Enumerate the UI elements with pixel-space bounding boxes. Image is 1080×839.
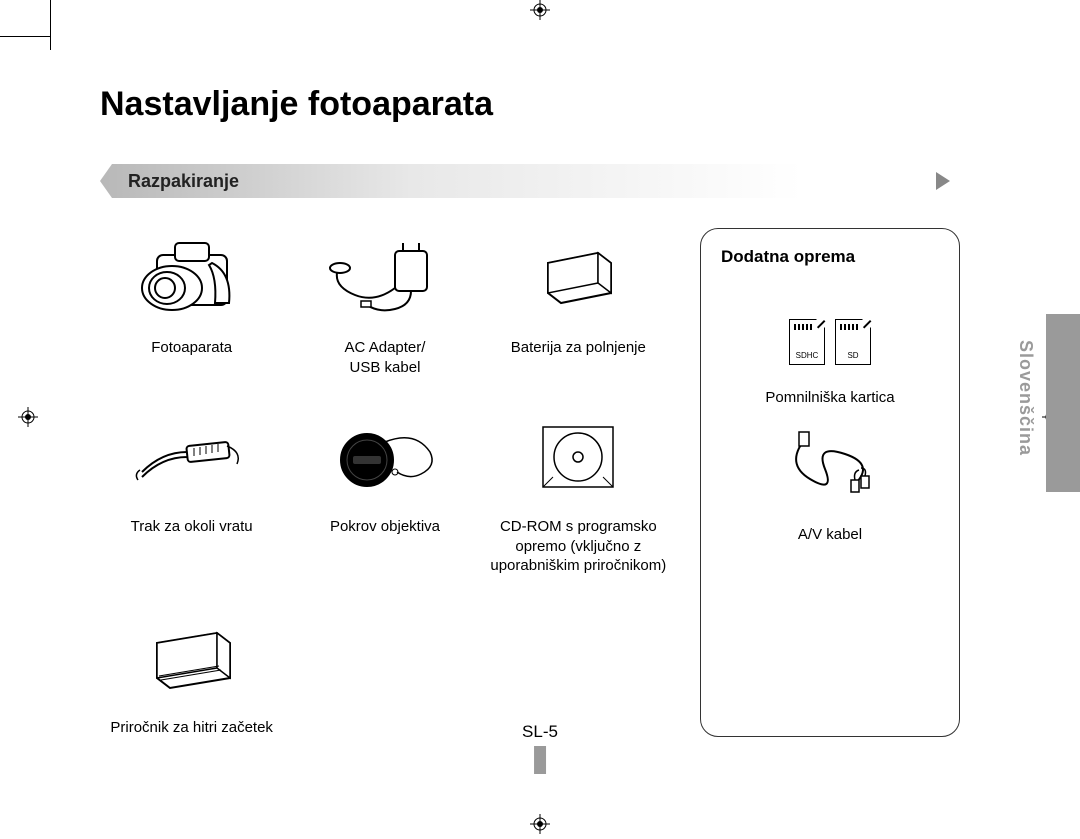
page-number: SL-5: [522, 722, 558, 774]
item-label: CD-ROM s programsko opremo (vključno z u…: [487, 517, 670, 576]
booklet-icon: [132, 608, 252, 708]
registration-mark-icon: [18, 407, 38, 427]
item-battery: Baterija za polnjenje: [487, 228, 670, 377]
sd-card-label: SDHC: [796, 351, 819, 360]
registration-mark-icon: [530, 814, 550, 834]
item-lenscap: Pokrov objektiva: [293, 401, 476, 576]
av-cable-icon: [775, 424, 885, 514]
optional-accessories-box: Dodatna oprema SDHC SD Pomnilniška karti…: [700, 228, 960, 737]
page-number-bar: [534, 746, 546, 774]
item-label: Pokrov objektiva: [330, 517, 440, 537]
page-number-text: SL-5: [522, 722, 558, 741]
sd-cards-icon: SDHC SD: [789, 307, 871, 377]
strap-icon: [132, 407, 252, 507]
sdhc-card-icon: SDHC: [789, 319, 825, 365]
cdrom-icon: [518, 407, 638, 507]
adapter-icon: [325, 228, 445, 328]
arrow-right-icon: [936, 172, 950, 190]
item-label: AC Adapter/ USB kabel: [345, 338, 426, 377]
section-label: Razpakiranje: [100, 171, 239, 192]
item-qsg: Priročnik za hitri začetek: [100, 608, 283, 738]
item-label: Trak za okoli vratu: [131, 517, 253, 537]
registration-mark-icon: [530, 0, 550, 20]
language-tab: [1046, 314, 1080, 492]
optional-item-label: A/V kabel: [798, 526, 862, 543]
item-label: Priročnik za hitri začetek: [110, 718, 273, 738]
optional-title: Dodatna oprema: [715, 247, 945, 267]
lenscap-icon: [325, 407, 445, 507]
item-label: Baterija za polnjenje: [511, 338, 646, 358]
language-label: Slovenščina: [1015, 340, 1036, 456]
crop-mark-horizontal: [0, 36, 50, 37]
crop-mark-vertical: [50, 0, 51, 50]
optional-item-avcable: A/V kabel: [715, 424, 945, 543]
sd-card-icon: SD: [835, 319, 871, 365]
optional-item-label: Pomnilniška kartica: [765, 389, 894, 406]
optional-item-memcard: SDHC SD Pomnilniška kartica: [715, 307, 945, 406]
item-cdrom: CD-ROM s programsko opremo (vključno z u…: [487, 401, 670, 576]
item-label: Fotoaparata: [151, 338, 232, 358]
item-strap: Trak za okoli vratu: [100, 401, 283, 576]
item-camera: Fotoaparata: [100, 228, 283, 377]
section-header: Razpakiranje: [100, 164, 880, 198]
page-title: Nastavljanje fotoaparata: [100, 85, 1000, 124]
sd-card-label: SD: [847, 351, 858, 360]
battery-icon: [518, 228, 638, 328]
camera-icon: [132, 228, 252, 328]
item-adapter: AC Adapter/ USB kabel: [293, 228, 476, 377]
